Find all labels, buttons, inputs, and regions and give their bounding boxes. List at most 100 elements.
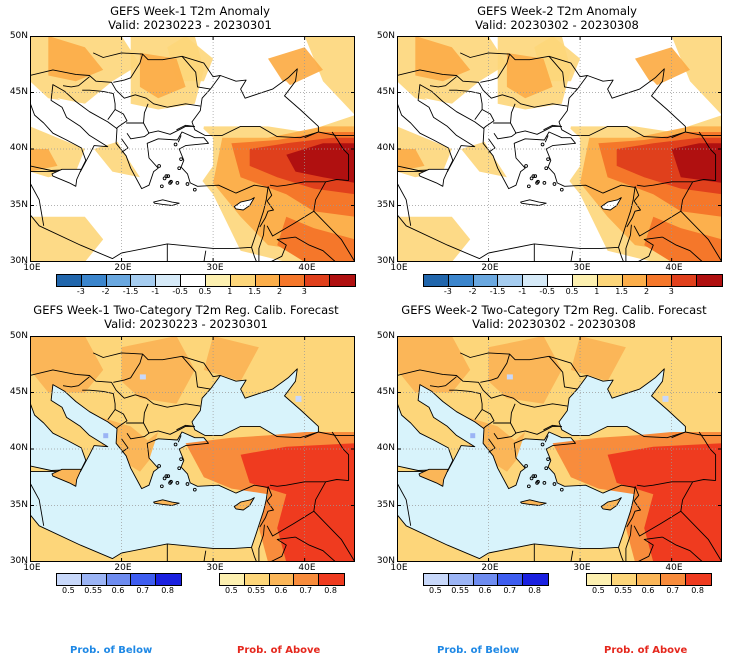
aegean-island [544,166,549,171]
island [520,199,547,206]
country-border [166,543,207,562]
country-border [266,181,327,237]
lon-label: 30E [573,563,591,573]
aegean-island [157,464,161,468]
panel2-title-text: GEFS Week-2 T2m Anomaly [477,4,637,18]
colorbar-tick-label: 0.6 [111,586,125,595]
country-border [121,438,129,453]
lat-label: 40N [376,143,395,153]
aegean-island [162,476,167,481]
country-border [269,236,296,262]
lat-label: 35N [9,500,28,510]
anomaly-blob-hottest [286,143,355,183]
country-border [636,479,716,487]
lon-label: 20E [481,263,499,273]
sea-area [30,402,86,471]
country-border [548,355,588,378]
anomaly-blob-mid [139,52,186,99]
colorbar-swatch [473,574,499,585]
aegean-island [192,187,197,192]
anomaly-blob-mid [268,47,323,87]
country-border [662,536,704,562]
anomaly-blob-mid [415,36,471,82]
aegean-island [542,181,547,185]
country-border [480,53,511,83]
anomaly-blob-warm [644,216,722,262]
colorbar-tick-label: -1.5 [122,287,139,296]
country-border [698,431,717,481]
aegean-island [173,142,178,147]
aegean-island [185,482,190,486]
colorbar-swatch [280,275,306,286]
panel1-title-text: GEFS Week-1 T2m Anomaly [110,4,270,18]
coastline [397,402,454,471]
colorbar-swatch [131,574,157,585]
colorbar-swatch [636,574,662,585]
colorbar-swatch [523,574,548,585]
coastline [30,402,87,471]
country-border [548,55,588,78]
colorbar-tick-label: 2 [276,287,283,296]
aegean-island [177,166,182,171]
country-border [177,135,182,143]
colorbar-swatch [81,275,107,286]
panel2-title: GEFS Week-2 T2m Anomaly Valid: 20230302 … [397,4,717,32]
panel1-title: GEFS Week-1 T2m Anomaly Valid: 20230223 … [30,4,350,32]
neutral-anomaly-area [194,77,314,127]
sea-area [559,368,686,438]
lat-label: 30N [9,256,28,266]
aegean-island [524,164,528,168]
country-border [143,403,149,424]
country-border [636,536,663,562]
country-border [510,403,516,424]
anomaly-blob-mid [30,149,58,172]
lat-label: 50N [376,331,395,341]
aegean-island [540,442,545,447]
country-border [671,131,722,139]
country-border [680,210,722,262]
country-border [488,438,496,453]
aegean-island [166,174,171,178]
colorbar-tick-label: 1 [227,287,233,296]
country-border [510,103,516,124]
colorbar-swatch [597,275,623,286]
panel3-title-text: GEFS Week-1 Two-Category T2m Reg. Calib.… [33,303,339,317]
country-border [177,435,182,443]
colorbar-swatch [230,275,256,286]
country-border [543,424,562,431]
colorbar-tick-label: 3 [301,287,307,296]
aegean-island [540,142,545,147]
prob-above-moderate [506,432,526,472]
aegean-island [542,481,547,485]
country-border [295,236,337,262]
colorbar-tick-label: -3 [443,287,452,296]
island [51,168,82,187]
prob-above-moderate [30,336,104,393]
colorbar-tick-label: 1.5 [248,287,262,296]
prob-above-moderate [570,336,626,382]
country-border [331,431,350,481]
lon-label: 10E [23,563,41,573]
lat-label: 45N [376,87,395,97]
aegean-island [544,466,549,471]
prob-above-moderate [488,336,562,404]
lat-label: 35N [376,200,395,210]
colorbar-tick-label: 0.7 [136,586,150,595]
sea-area [397,384,635,559]
colorbar-tick-label: 0.7 [503,586,517,595]
colorbar-swatch [220,574,245,585]
country-border [429,376,457,388]
country-border [397,69,568,108]
colorbar-tick-label: -2 [101,287,110,296]
colorbar-swatch [424,574,449,585]
colorbar-swatch [686,574,711,585]
country-border [176,124,195,131]
panel3-prob-above-colorbar [219,573,345,586]
colorbar-swatch [448,275,474,286]
aegean-island [526,484,531,489]
colorbar-swatch [697,275,722,286]
anomaly-blob-mid [48,36,104,82]
lon-label: 10E [23,263,41,273]
prob-above-moderate [139,432,159,472]
colorbar-swatch [330,275,355,286]
